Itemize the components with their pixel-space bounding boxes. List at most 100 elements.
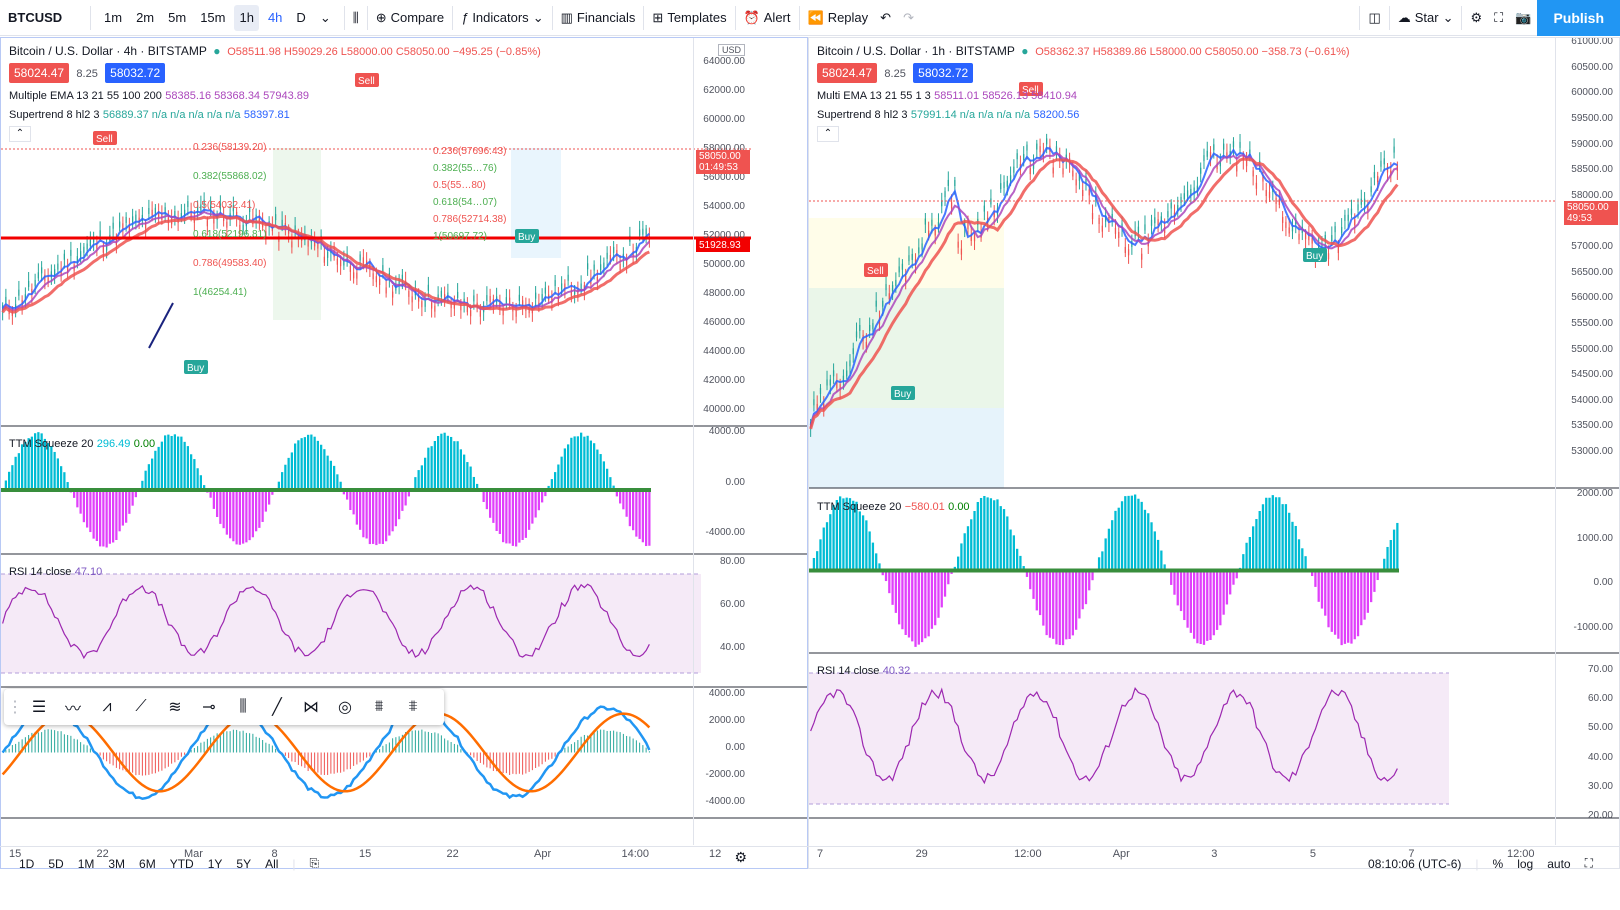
candle-body bbox=[544, 287, 546, 294]
symbol-search[interactable]: BTCUSD bbox=[8, 10, 63, 25]
candle-body bbox=[281, 219, 283, 226]
redo-button[interactable]: ↷ bbox=[897, 0, 920, 36]
interval-15m[interactable]: 15m bbox=[200, 10, 226, 25]
left-bid-price[interactable]: 58024.47 bbox=[9, 63, 70, 83]
interval-1h[interactable]: 1h bbox=[234, 4, 259, 31]
compare-button[interactable]: ⊕ Compare bbox=[375, 9, 445, 26]
settings-button[interactable]: ⚙ bbox=[1464, 0, 1488, 36]
lines-tool-icon[interactable]: ☰ bbox=[31, 699, 47, 716]
drag-handle-icon[interactable]: ⋮ bbox=[7, 699, 23, 716]
templates-button[interactable]: ⊞ Templates bbox=[652, 9, 727, 26]
right-chart-canvas[interactable]: Sell Sell Buy Buy bbox=[809, 38, 1620, 869]
candle-body bbox=[421, 301, 423, 308]
interval-5m[interactable]: 5m bbox=[168, 10, 187, 25]
goto-date-icon[interactable]: ⎘ bbox=[309, 856, 320, 870]
collapse-legend-button[interactable]: ⌃ bbox=[817, 126, 839, 142]
replay-button[interactable]: ⏪ Replay bbox=[807, 9, 869, 26]
right-ask-price[interactable]: 58032.72 bbox=[913, 63, 974, 83]
range-1m[interactable]: 1M bbox=[77, 856, 95, 871]
collapse-legend-button[interactable]: ⌃ bbox=[9, 126, 31, 142]
trend-line-tool-icon[interactable]: ╱ bbox=[272, 699, 282, 716]
range-1y[interactable]: 1Y bbox=[207, 856, 223, 871]
left-ask-price[interactable]: 58032.72 bbox=[105, 63, 166, 83]
clock-time[interactable]: 08:10:06 (UTC-6) bbox=[1368, 856, 1462, 871]
horizontal-line-tool-icon[interactable]: ⊸ bbox=[202, 699, 216, 716]
fib-level-label: 0.618(52196.81) bbox=[193, 229, 266, 240]
percent-toggle[interactable]: % bbox=[1492, 856, 1504, 871]
rsi-line bbox=[2, 583, 650, 660]
candle-body bbox=[882, 300, 884, 307]
abc-tool-icon[interactable]: ⩘ bbox=[102, 698, 112, 715]
fib-extension-tool-icon[interactable]: ⩨ bbox=[408, 698, 418, 715]
candle-body bbox=[950, 202, 953, 209]
interval-d[interactable]: D bbox=[296, 10, 306, 25]
candle-body bbox=[1373, 172, 1376, 179]
left-price-axis[interactable]: USD 64000.00 62000.00 60000.00 58000.00 5600… bbox=[693, 38, 751, 845]
candle-body bbox=[846, 370, 848, 377]
chevron-down-icon[interactable]: ⌄ bbox=[319, 9, 331, 25]
range-all[interactable]: All bbox=[265, 856, 279, 871]
interval-2m[interactable]: 2m bbox=[136, 10, 155, 25]
range-5y[interactable]: 5Y bbox=[236, 856, 252, 871]
channel-tool-icon[interactable]: ≋ bbox=[168, 699, 182, 716]
left-chart-canvas[interactable]: Sell Buy Sell Buy 0.236(58139.20) 0.382(55868… bbox=[1, 38, 808, 869]
fib-circle-tool-icon[interactable]: ◎ bbox=[338, 699, 352, 716]
log-toggle[interactable]: log bbox=[1517, 856, 1534, 871]
time-axis-tick: 12 bbox=[709, 848, 722, 860]
price-axis-tick: 50000.00 bbox=[703, 259, 745, 270]
financials-button[interactable]: ▥ Financials bbox=[560, 9, 636, 26]
sell-label: Sell bbox=[1022, 85, 1039, 96]
star-layout-button[interactable]: ☁ Star ⌄ bbox=[1397, 9, 1454, 26]
indicators-button[interactable]: ƒ Indicators ⌄ bbox=[461, 9, 544, 26]
alert-button[interactable]: ⏰ Alert bbox=[743, 9, 791, 26]
left-chart-pane[interactable]: Sell Buy Sell Buy 0.236(58139.20) 0.382(55868… bbox=[0, 37, 808, 869]
fib-level-label: 0.786(52714.38) bbox=[433, 214, 506, 225]
layout-button[interactable]: ◫ bbox=[1362, 0, 1386, 36]
fib-level-label: 0.382(55868.02) bbox=[193, 171, 266, 182]
interval-4h[interactable]: 4h bbox=[267, 10, 283, 25]
publish-button[interactable]: Publish bbox=[1537, 0, 1620, 36]
candle-body bbox=[375, 276, 377, 283]
sell-label: Sell bbox=[358, 76, 375, 87]
right-time-axis[interactable]: 7 29 12:00 Apr 3 5 7 12:00 bbox=[809, 848, 1559, 868]
chart-type-button[interactable]: ⫼ bbox=[347, 0, 365, 36]
candle-body bbox=[1154, 217, 1156, 224]
range-ytd[interactable]: YTD bbox=[169, 856, 194, 871]
signal-marker bbox=[1019, 82, 1043, 96]
xabcd-tool-icon[interactable]: ⋈ bbox=[303, 699, 319, 716]
fullscreen-button[interactable]: ⛶ bbox=[1488, 0, 1509, 36]
wave-tool-icon[interactable]: 〰 bbox=[64, 701, 81, 718]
range-5d[interactable]: 5D bbox=[48, 856, 64, 871]
fullscreen-icon[interactable]: ⛶ bbox=[1584, 856, 1593, 870]
range-1d[interactable]: 1D bbox=[19, 856, 35, 871]
candle-body bbox=[1226, 152, 1228, 159]
gear-icon[interactable]: ⚙ bbox=[734, 849, 747, 865]
candle-body bbox=[317, 242, 319, 249]
range-3m[interactable]: 3M bbox=[108, 856, 126, 871]
right-bid-price[interactable]: 58024.47 bbox=[817, 63, 878, 83]
snapshot-button[interactable]: 📷 bbox=[1509, 0, 1537, 36]
left-rsi-legend: RSI 14 close 47.10 bbox=[9, 566, 103, 578]
fib-retracement-tool-icon[interactable]: ⩩ bbox=[374, 698, 384, 715]
bars-tool-icon[interactable]: ⫼ bbox=[239, 698, 247, 715]
undo-button[interactable]: ↶ bbox=[874, 0, 897, 36]
candle-body bbox=[1193, 187, 1195, 194]
interval-1m[interactable]: 1m bbox=[104, 10, 123, 25]
currency-label[interactable]: USD bbox=[717, 44, 745, 56]
candle-body bbox=[626, 258, 628, 265]
pattern-tool-icon[interactable]: ⟋ bbox=[135, 698, 147, 715]
right-ttm-legend: TTM Squeeze 20 −580.01 0.00 bbox=[817, 501, 970, 513]
candle-body bbox=[226, 221, 228, 228]
right-price-axis[interactable]: 61000.00 60500.00 60000.00 59500.00 59000.00… bbox=[1555, 38, 1619, 845]
candle-body bbox=[359, 254, 361, 261]
candle-body bbox=[574, 288, 576, 295]
candle-body bbox=[1026, 144, 1028, 151]
candle-body bbox=[54, 269, 56, 276]
time-axis-tick: 3 bbox=[1211, 848, 1218, 860]
left-time-axis[interactable]: 15 22 Mar 8 15 22 Apr 14:00 12 bbox=[1, 848, 751, 868]
right-chart-pane[interactable]: Sell Sell Buy Buy Bitcoin / U.S. Dollar · 1… bbox=[808, 37, 1620, 869]
range-6m[interactable]: 6M bbox=[139, 856, 156, 871]
candle-body bbox=[1377, 176, 1379, 183]
candle-body bbox=[96, 242, 98, 249]
auto-toggle[interactable]: auto bbox=[1547, 856, 1571, 871]
